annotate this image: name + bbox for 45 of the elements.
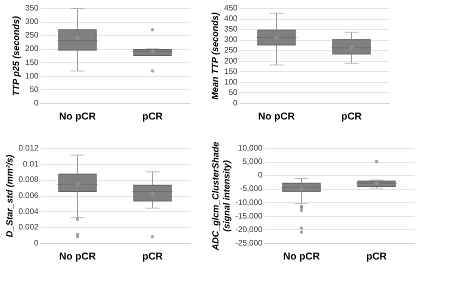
y-tick-label: 50: [228, 88, 238, 97]
y-tick-label: 0.002: [18, 222, 40, 232]
y-axis-title: ADC_glcm_ClusterShade (signal intensity): [210, 142, 232, 252]
y-tick-label: 200: [224, 56, 238, 66]
y-tick-label: -20,000: [235, 224, 264, 234]
y-axis-title: D_Star_std (mm²/s): [4, 154, 14, 238]
x-tick-label: No pCR: [283, 252, 321, 262]
y-tick-label: 100: [25, 71, 40, 80]
x-tick-label: pCR: [142, 112, 164, 122]
y-tick-label: 450: [224, 4, 238, 12]
y-tick-label: 250: [25, 30, 40, 40]
y-tick-label: 100: [224, 77, 238, 86]
y-tick-label: 0: [233, 98, 238, 108]
y-tick-label: 300: [25, 17, 40, 26]
y-tick-label: -25,000: [235, 238, 264, 248]
y-tick-label: -5,000: [240, 184, 264, 194]
y-tick-label: 0.012: [18, 144, 40, 152]
y-tick-label: 350: [25, 4, 40, 12]
y-tick-label: 0: [34, 98, 40, 108]
x-tick-label: pCR: [341, 112, 363, 122]
y-tick-label: 0: [258, 170, 264, 180]
x-tick-label: No pCR: [258, 112, 296, 122]
y-tick-label: 200: [25, 44, 40, 54]
y-tick-label: 300: [224, 35, 238, 44]
x-tick-label: pCR: [142, 252, 164, 262]
y-tick-label: -15,000: [235, 211, 264, 220]
x-tick-label: pCR: [366, 252, 388, 262]
y-tick-label: 0.006: [18, 191, 40, 200]
y-tick-label: 0.004: [18, 206, 40, 216]
y-tick-label: 350: [224, 24, 238, 34]
y-tick-label: 0.008: [18, 175, 40, 184]
y-tick-label: 0: [34, 238, 40, 248]
y-tick-label: 250: [224, 46, 238, 55]
y-tick-label: 50: [30, 84, 40, 94]
y-tick-label: 400: [224, 14, 238, 24]
y-axis-title: Mean TTP (seconds): [210, 12, 220, 100]
y-tick-label: 150: [25, 58, 40, 67]
y-tick-label: 5,000: [242, 157, 264, 166]
x-tick-label: No pCR: [59, 252, 97, 262]
y-axis-title: TTP p25 (seconds): [11, 16, 22, 96]
y-tick-label: 0.01: [22, 159, 40, 168]
y-tick-label: -10,000: [235, 198, 264, 207]
x-tick-label: No pCR: [59, 112, 97, 122]
y-tick-label: 10,000: [238, 144, 264, 152]
y-tick-label: 150: [224, 66, 238, 76]
